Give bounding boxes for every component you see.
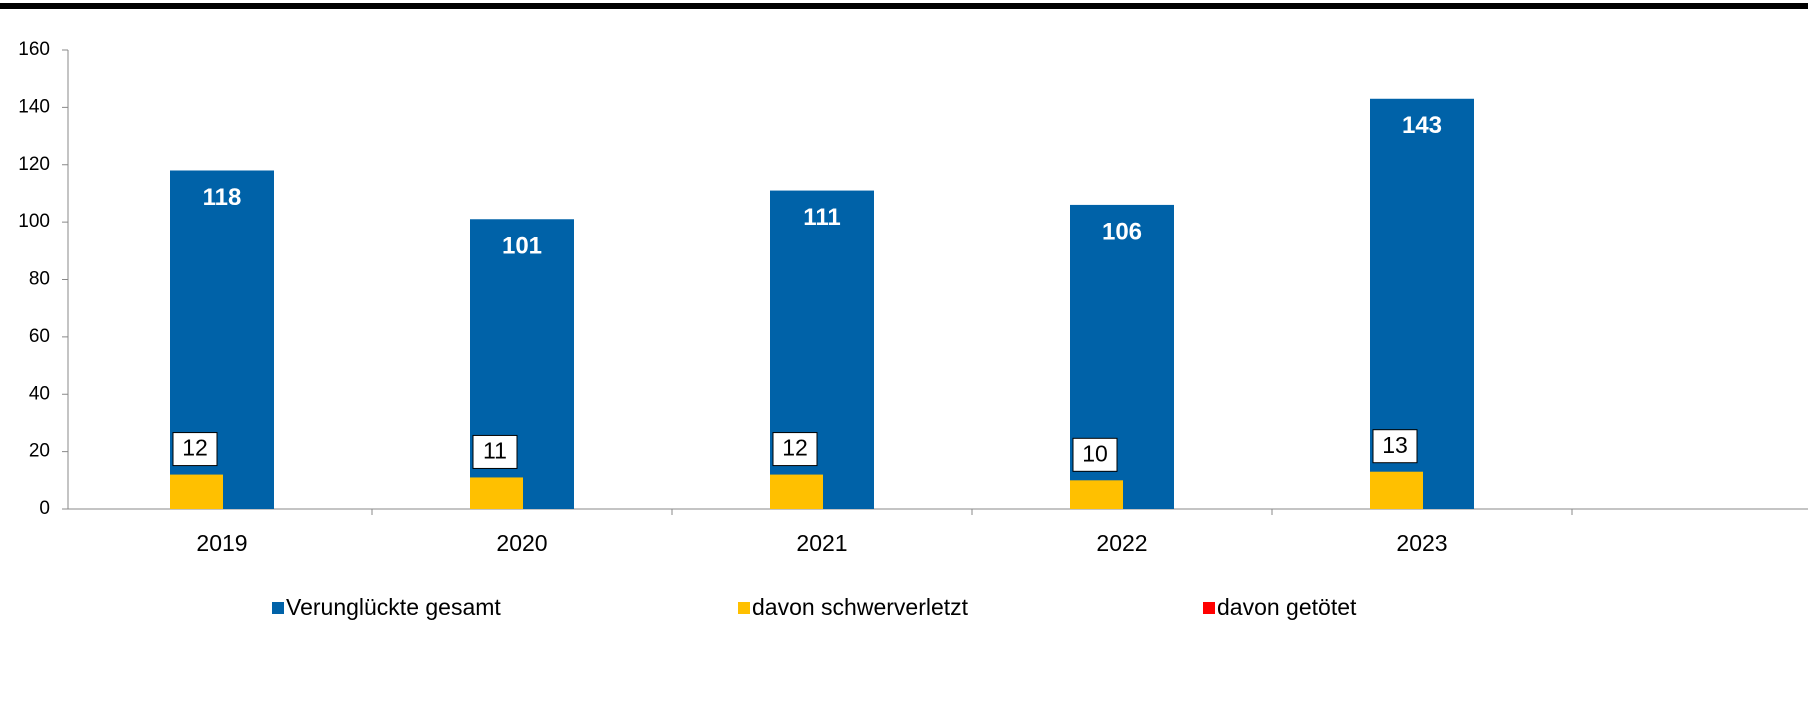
value-label: 118 — [203, 184, 242, 211]
legend-label: davon schwerverletzt — [752, 594, 969, 620]
value-label-box — [172, 432, 218, 467]
value-label-box — [1372, 429, 1418, 464]
y-tick-label: 80 — [29, 269, 50, 290]
legend-swatch — [1203, 602, 1215, 614]
legend-swatch — [272, 602, 284, 614]
bar — [170, 474, 223, 509]
value-label: 12 — [182, 435, 208, 461]
bar — [470, 477, 523, 509]
y-tick-label: 140 — [18, 96, 50, 117]
y-tick-label: 20 — [29, 441, 50, 462]
value-label: 143 — [1402, 112, 1442, 139]
value-label: 106 — [1102, 218, 1142, 245]
value-label: 101 — [502, 233, 542, 260]
bar — [1370, 471, 1423, 509]
bar — [770, 474, 823, 509]
x-tick-label: 2020 — [496, 530, 547, 556]
value-label-box — [772, 432, 818, 467]
x-tick-label: 2019 — [196, 530, 247, 556]
y-tick-label: 120 — [18, 154, 50, 175]
value-label: 13 — [1382, 432, 1408, 458]
value-label: 111 — [803, 204, 840, 231]
value-label: 10 — [1082, 440, 1108, 466]
y-tick-label: 160 — [18, 39, 50, 60]
x-tick-label: 2021 — [796, 530, 847, 556]
y-tick-label: 60 — [29, 326, 50, 347]
value-label: 12 — [782, 435, 808, 461]
y-tick-label: 0 — [39, 498, 50, 519]
legend-label: Verunglückte gesamt — [286, 594, 501, 620]
value-label-box — [1072, 437, 1118, 472]
y-tick-label: 40 — [29, 383, 50, 404]
y-tick-label: 100 — [18, 211, 50, 232]
value-label-box — [472, 434, 518, 469]
legend-label: davon getötet — [1217, 594, 1357, 620]
top-rule — [0, 3, 1808, 9]
value-label: 11 — [483, 438, 507, 464]
x-tick-label: 2023 — [1396, 530, 1447, 556]
x-tick-label: 2022 — [1096, 530, 1147, 556]
bar — [1070, 480, 1123, 509]
legend-swatch — [738, 602, 750, 614]
